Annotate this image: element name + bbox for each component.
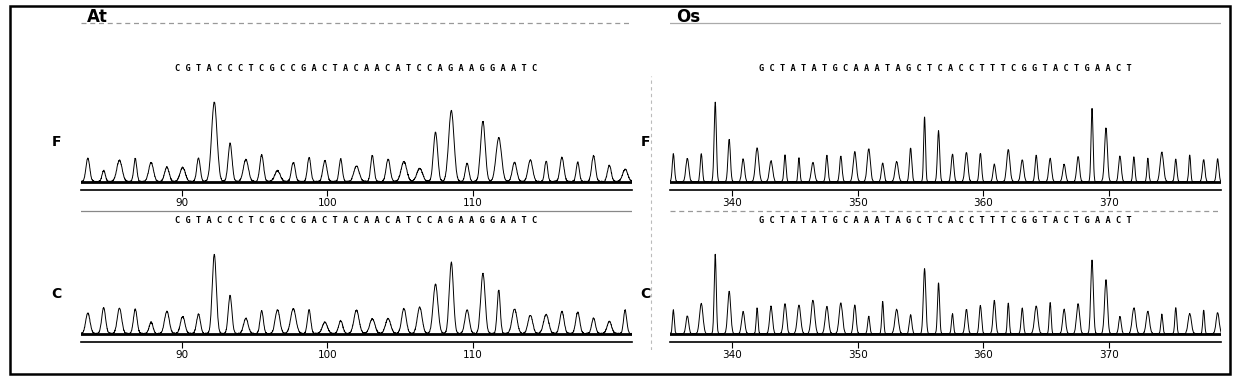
Text: C: C — [51, 287, 61, 301]
Text: C G T A C C C T C G C C G A C T A C A A C A T C C A G A A G G A A T C: C G T A C C C T C G C C G A C T A C A A … — [175, 64, 538, 73]
Text: G C T A T A T G C A A A T A G C T C A C C T T T C G G T A C T G A A C T: G C T A T A T G C A A A T A G C T C A C … — [759, 216, 1132, 225]
Text: C: C — [640, 287, 650, 301]
Text: G C T A T A T G C A A A T A G C T C A C C T T T C G G T A C T G A A C T: G C T A T A T G C A A A T A G C T C A C … — [759, 64, 1132, 73]
Text: Os: Os — [676, 8, 699, 25]
Text: F: F — [52, 135, 61, 149]
Text: C G T A C C C T C G C C G A C T A C A A C A T C C A G A A G G A A T C: C G T A C C C T C G C C G A C T A C A A … — [175, 216, 538, 225]
Text: At: At — [87, 8, 108, 25]
Text: F: F — [641, 135, 650, 149]
